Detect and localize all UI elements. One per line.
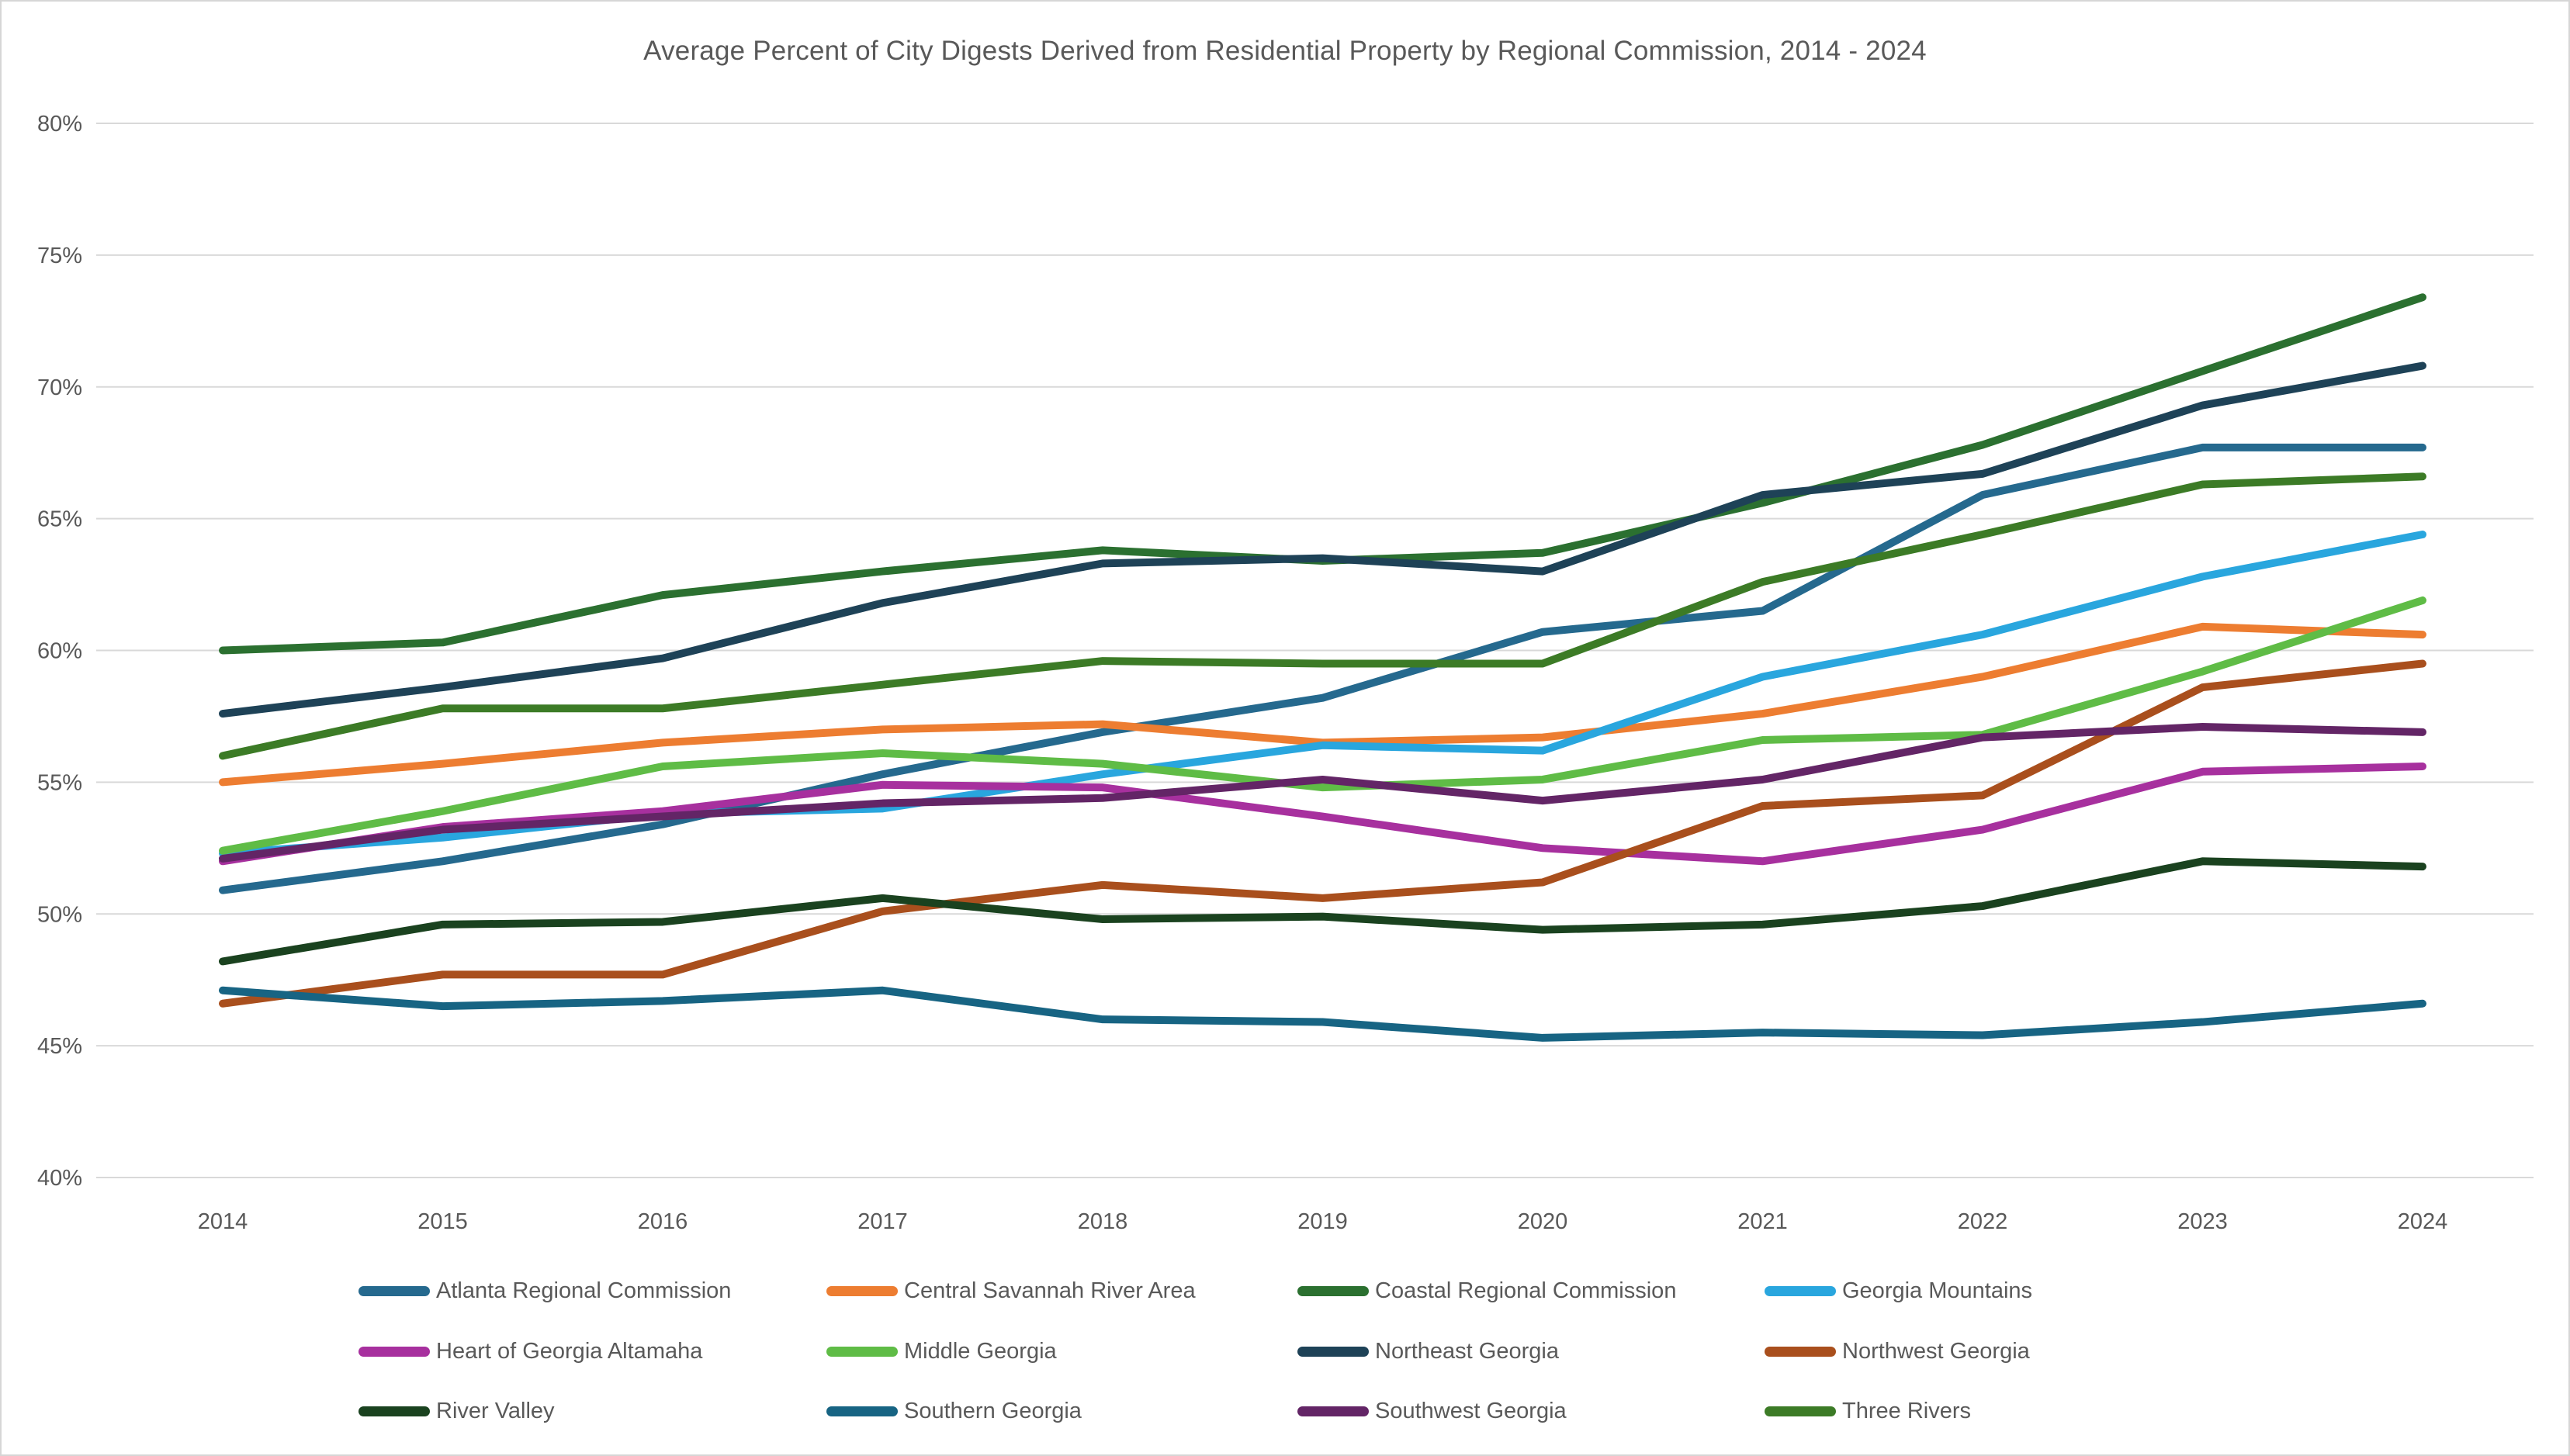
y-axis-tick-label: 70% (37, 375, 82, 400)
series-line-heart-of-georgia-altamaha (219, 762, 2426, 866)
x-axis-tick-label: 2024 (2398, 1209, 2448, 1234)
x-axis-tick-label: 2014 (198, 1209, 248, 1234)
y-axis-tick-label: 65% (37, 507, 82, 532)
x-axis-tick-label: 2017 (857, 1209, 908, 1234)
y-axis-tick-label: 80% (37, 112, 82, 137)
y-axis-tick-label: 55% (37, 770, 82, 795)
y-axis-tick-label: 50% (37, 902, 82, 927)
x-axis-tick-label: 2018 (1078, 1209, 1128, 1234)
series-line-northwest-georgia (219, 659, 2426, 1008)
series-line-southwest-georgia (219, 723, 2426, 863)
series-line-three-rivers (219, 472, 2426, 760)
x-axis-tick-label: 2016 (638, 1209, 688, 1234)
x-axis-tick-label: 2023 (2177, 1209, 2228, 1234)
x-axis-tick-label: 2022 (1958, 1209, 2008, 1234)
series-line-river-valley (219, 857, 2426, 966)
y-axis-tick-label: 40% (37, 1166, 82, 1191)
series-line-southern-georgia (219, 986, 2426, 1042)
series-line-middle-georgia (219, 596, 2426, 855)
y-axis-tick-label: 45% (37, 1034, 82, 1059)
chart-title: Average Percent of City Digests Derived … (643, 36, 1927, 66)
x-axis-tick-label: 2015 (417, 1209, 468, 1234)
x-axis-tick-label: 2020 (1518, 1209, 1568, 1234)
series-line-northeast-georgia (219, 361, 2426, 718)
x-axis-tick-label: 2021 (1737, 1209, 1788, 1234)
x-axis-tick-label: 2019 (1297, 1209, 1348, 1234)
series-line-atlanta-regional-commission (219, 443, 2426, 894)
y-axis-tick-label: 75% (37, 244, 82, 268)
y-axis-tick-label: 60% (37, 639, 82, 664)
